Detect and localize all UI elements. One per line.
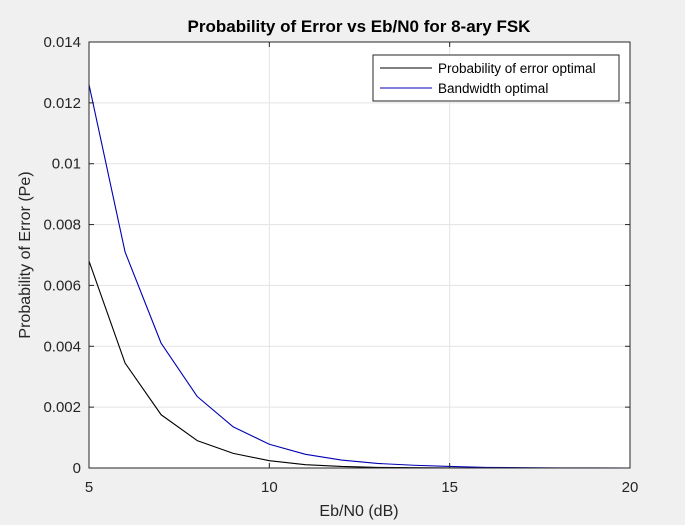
y-axis-label: Probability of Error (Pe) bbox=[17, 171, 34, 338]
y-tick-label: 0.008 bbox=[43, 217, 81, 234]
legend-box bbox=[372, 54, 620, 102]
legend-label-0: Probability of error optimal bbox=[438, 61, 596, 76]
chart-title: Probability of Error vs Eb/N0 for 8-ary … bbox=[188, 17, 532, 36]
legend: Probability of error optimal Bandwidth o… bbox=[372, 54, 620, 102]
x-axis-label: Eb/N0 (dB) bbox=[319, 503, 398, 520]
legend-label-1: Bandwidth optimal bbox=[438, 81, 548, 96]
y-tick-label: 0.012 bbox=[43, 95, 81, 112]
x-tick-label: 20 bbox=[622, 479, 639, 496]
y-tick-label: 0.01 bbox=[52, 156, 81, 173]
x-tick-label: 5 bbox=[85, 479, 93, 496]
x-tick-label: 15 bbox=[441, 479, 458, 496]
tick-labels: 5 10 15 20 0 0.002 0.004 0.006 0.008 0.01 0.012 0.0… bbox=[43, 34, 638, 496]
y-tick-label: 0.004 bbox=[43, 338, 81, 355]
ticks bbox=[88, 41, 631, 469]
y-tick-label: 0.006 bbox=[43, 277, 81, 294]
axes-box bbox=[88, 41, 631, 469]
y-tick-label: 0 bbox=[73, 460, 81, 477]
y-tick-label: 0.002 bbox=[43, 399, 81, 416]
x-tick-label: 10 bbox=[261, 479, 278, 496]
y-tick-label: 0.014 bbox=[43, 34, 81, 51]
axes-background bbox=[89, 42, 630, 468]
